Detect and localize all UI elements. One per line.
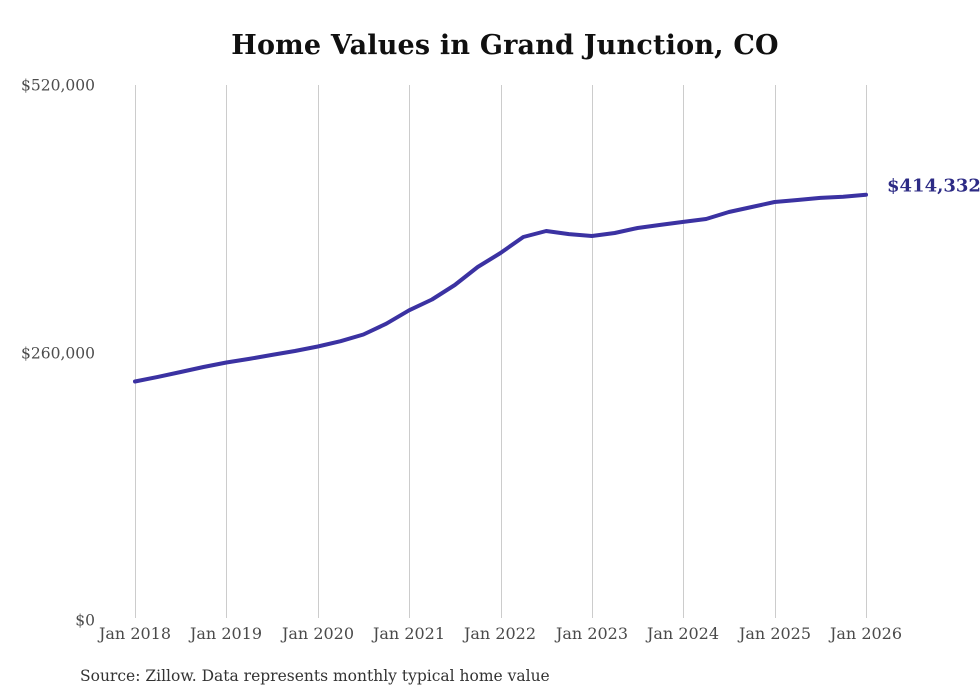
latest-value-annotation: $414,332: [887, 175, 980, 197]
y-axis-tick-0: $0: [75, 611, 95, 630]
x-axis-tick-jan-2019: Jan 2019: [189, 624, 263, 643]
y-axis-tick-520000: $520,000: [21, 76, 95, 95]
x-axis-tick-jan-2022: Jan 2022: [463, 624, 537, 643]
x-axis-tick-jan-2021: Jan 2021: [372, 624, 446, 643]
source-note: Source: Zillow. Data represents monthly …: [80, 667, 550, 685]
x-axis-tick-jan-2025: Jan 2025: [738, 624, 812, 643]
x-axis-tick-jan-2018: Jan 2018: [98, 624, 172, 643]
x-axis-tick-jan-2023: Jan 2023: [555, 624, 629, 643]
home-value-line-series: [133, 192, 868, 384]
x-axis-tick-jan-2026: Jan 2026: [829, 624, 903, 643]
x-axis-tick-jan-2024: Jan 2024: [646, 624, 720, 643]
x-axis-tick-jan-2020: Jan 2020: [281, 624, 355, 643]
chart-title: Home Values in Grand Junction, CO: [231, 30, 779, 61]
y-axis-tick-260000: $260,000: [21, 344, 95, 363]
